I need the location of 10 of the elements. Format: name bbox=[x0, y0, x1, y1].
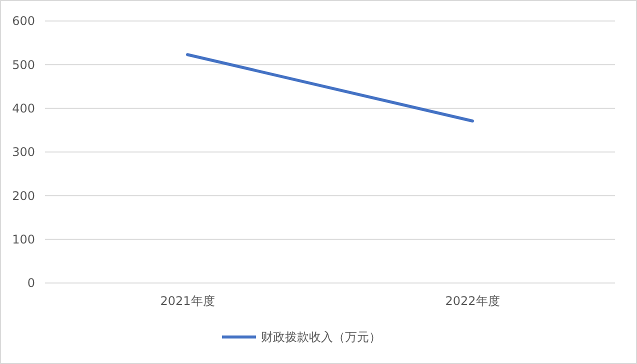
y-tick-label: 300 bbox=[12, 145, 35, 160]
y-tick-label: 200 bbox=[12, 188, 35, 203]
legend-label: 财政拨款收入（万元） bbox=[261, 330, 381, 344]
x-tick-label: 2021年度 bbox=[160, 294, 215, 308]
x-tick-label: 2022年度 bbox=[445, 294, 500, 308]
y-tick-label: 500 bbox=[12, 58, 35, 72]
y-tick-label: 100 bbox=[12, 232, 35, 247]
y-tick-label: 0 bbox=[27, 276, 35, 290]
y-tick-label: 400 bbox=[12, 102, 35, 116]
y-tick-label: 600 bbox=[12, 14, 35, 28]
